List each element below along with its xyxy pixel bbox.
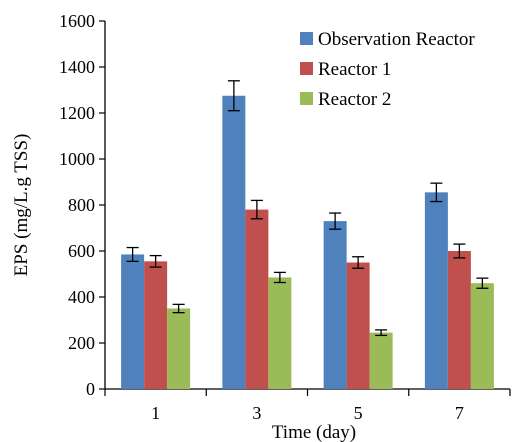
bar xyxy=(245,209,269,389)
bar xyxy=(121,254,145,389)
y-tick-label: 1000 xyxy=(59,149,95,169)
y-tick-label: 1400 xyxy=(59,57,95,77)
legend-swatch xyxy=(300,92,313,105)
y-tick-label: 1200 xyxy=(59,103,95,123)
legend-label: Reactor 1 xyxy=(318,59,391,80)
y-tick-label: 800 xyxy=(68,195,95,215)
legend-swatch xyxy=(300,32,313,45)
legend-swatch xyxy=(300,62,313,75)
bar xyxy=(167,308,191,389)
legend-label: Observation Reactor xyxy=(318,29,475,50)
bar xyxy=(222,95,246,389)
y-tick-label: 200 xyxy=(68,333,95,353)
x-tick-label: 3 xyxy=(252,403,261,423)
bar xyxy=(144,261,168,389)
y-axis-title: EPS (mg/L.g TSS) xyxy=(11,134,32,277)
x-tick-label: 5 xyxy=(354,403,363,423)
x-tick-label: 1 xyxy=(151,403,160,423)
bar xyxy=(447,251,471,389)
bar xyxy=(470,283,494,389)
y-tick-label: 400 xyxy=(68,287,95,307)
x-tick-label: 7 xyxy=(455,403,464,423)
bar xyxy=(268,277,292,389)
y-tick-label: 0 xyxy=(86,379,95,399)
bar xyxy=(424,192,448,389)
legend-label: Reactor 2 xyxy=(318,89,391,110)
y-tick-label: 600 xyxy=(68,241,95,261)
bar xyxy=(323,221,347,389)
y-tick-label: 1600 xyxy=(59,11,95,31)
bar xyxy=(346,262,370,389)
bar xyxy=(369,332,393,389)
x-axis-title: Time (day) xyxy=(272,422,356,442)
